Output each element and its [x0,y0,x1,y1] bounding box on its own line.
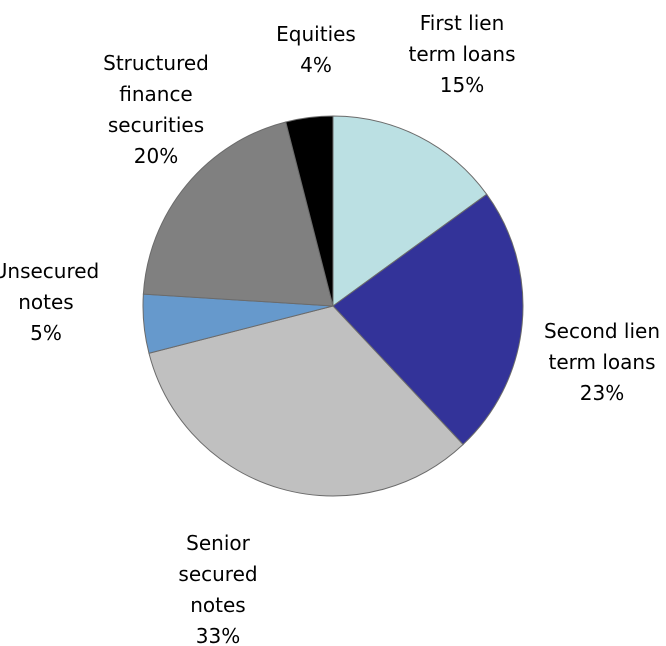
data-label: 33% [196,624,240,646]
category-label: Structured [103,51,209,75]
pie-slices [142,115,524,497]
label-structured-finance-securities: Structured finance securities 20% [103,51,209,168]
category-label: First lien [420,11,505,35]
label-senior-secured-notes: Senior secured notes 33% [178,531,257,646]
category-label: finance [119,82,193,106]
label-first-lien-term-loans: First lien term loans 15% [408,11,515,97]
category-label: term loans [408,42,515,66]
data-label: 15% [440,73,484,97]
data-label: 4% [300,53,332,77]
category-label: term loans [548,350,655,374]
slice-structured-finance-securities [142,121,334,307]
category-label: Unsecured [0,259,99,283]
label-second-lien-term-loans: Second lien term loans 23% [544,319,660,405]
label-unsecured-notes: Unsecured notes 5% [0,259,99,345]
pie-labels: First lien term loans 15% Second lien term l… [0,11,660,646]
data-label: 23% [580,381,624,405]
data-label: 5% [30,321,62,345]
category-label: Equities [276,22,356,46]
category-label: notes [18,290,73,314]
category-label: Senior [186,531,250,555]
label-equities: Equities 4% [276,22,356,77]
category-label: Second lien [544,319,660,343]
category-label: notes [190,593,245,617]
slice-second-lien-term-loans [332,193,524,446]
slice-equities [285,115,334,307]
category-label: securities [108,113,204,137]
category-label: secured [178,562,257,586]
slice-first-lien-term-loans [332,115,488,307]
slice-senior-secured-notes [148,305,464,497]
data-label: 20% [134,144,178,168]
